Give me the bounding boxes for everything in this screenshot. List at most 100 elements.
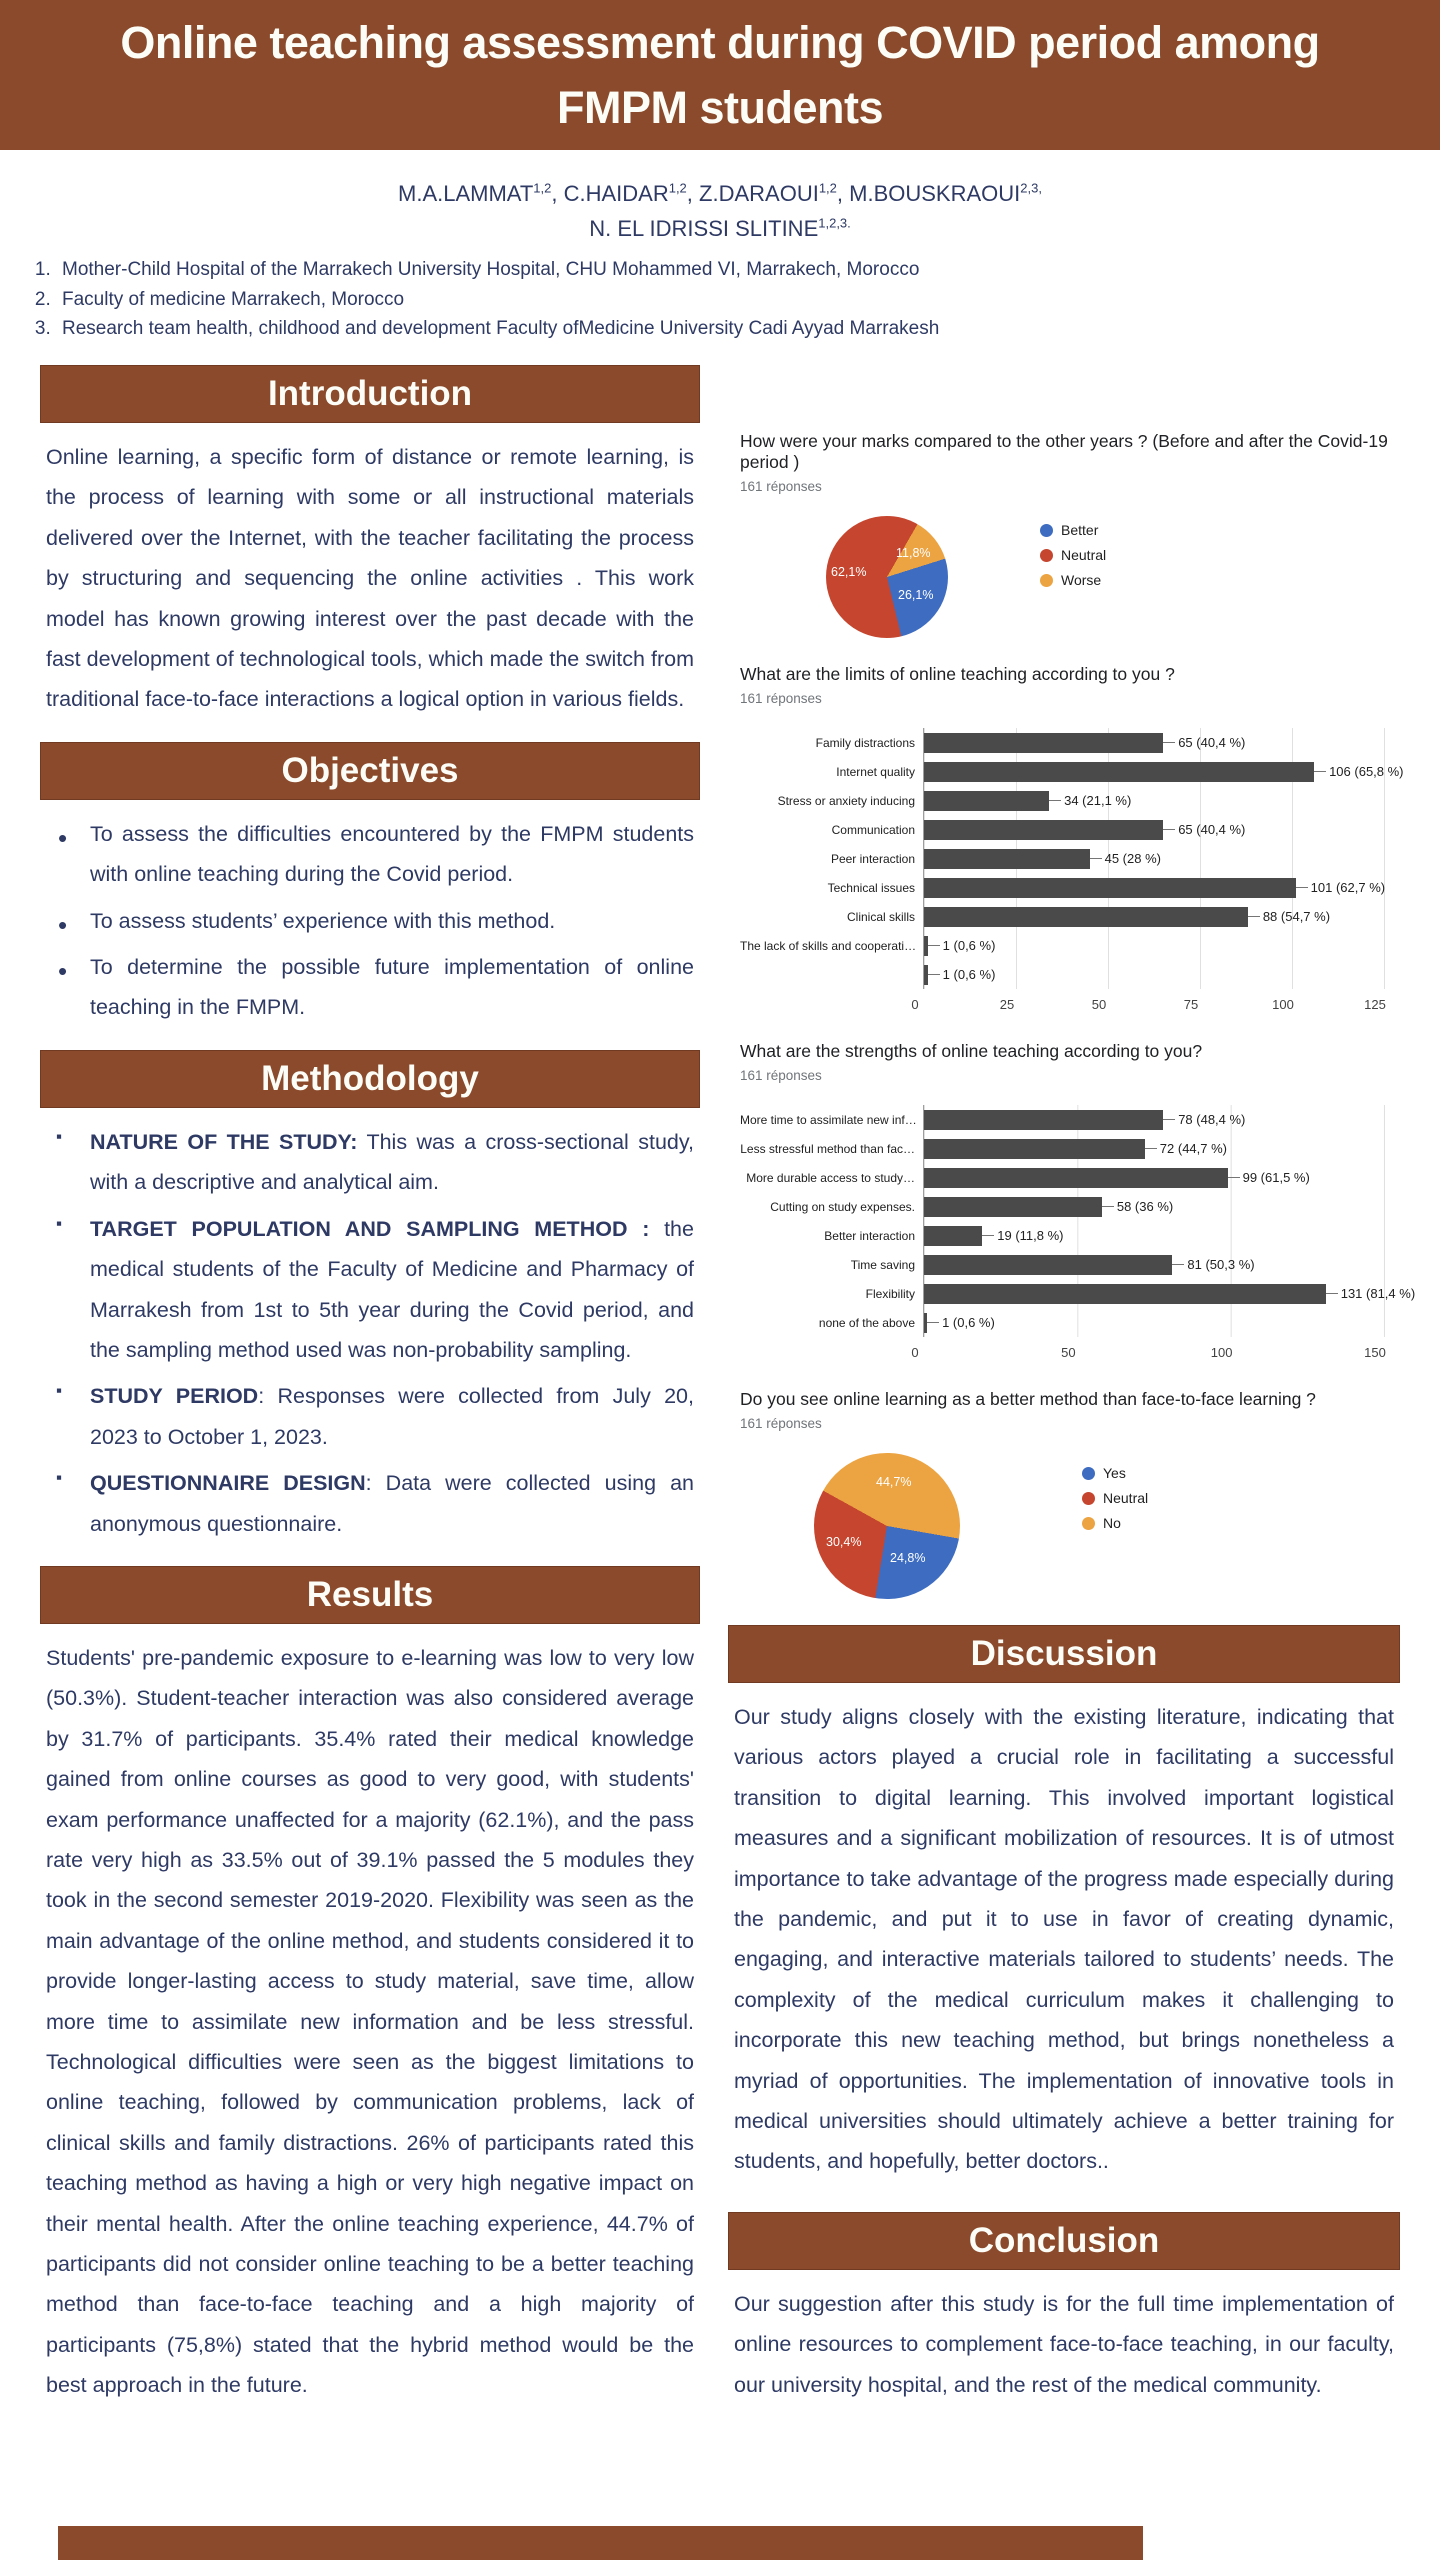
bar-value-label: 78 (48,4 %) [1163,1112,1245,1127]
methodology-item: TARGET POPULATION AND SAMPLING METHOD : … [54,1208,694,1371]
section-conclusion: Conclusion Our suggestion after this stu… [728,2211,1400,2405]
x-axis: 0 50 100 150 [911,1337,1385,1363]
bar [924,1196,1102,1217]
legend-color-dot-icon [1082,1491,1095,1505]
bar [924,1138,1145,1159]
bar-row: The lack of skills and cooperati… 1 (0,6 … [740,931,1400,961]
section-header-results: Results [40,1565,700,1624]
methodology-item: STUDY PERIOD: Responses were collected f… [54,1375,694,1457]
legend-color-dot-icon [1082,1516,1095,1530]
section-objectives: Objectives To assess the difficulties en… [40,741,700,1028]
x-axis: 0 25 50 75 100 125 [911,989,1385,1015]
pie-slice-label: 62,1% [831,565,867,580]
legend-color-dot-icon [1040,548,1053,562]
results-paragraph: Students' pre-pandemic exposure to e-lea… [46,1645,694,2398]
bar [924,877,1296,898]
bar-value-label: 131 (81,4 %) [1326,1286,1415,1301]
bar [924,732,1164,753]
bar [924,1225,983,1246]
pie-slice-label: 24,8% [890,1551,926,1566]
bar-row: Better interaction 19 (11,8 %) [740,1221,1400,1251]
bar [924,1312,928,1333]
authors-line-1: M.A.LAMMAT1,2, C.HAIDAR1,2, Z.DARAOUI1,2… [398,180,1042,206]
legend-item: Yes [1082,1465,1148,1481]
bar [924,964,928,985]
bar-row: Family distractions 65 (40,4 %) [740,728,1400,758]
chart-strengths-bar: What are the strengths of online teachin… [728,1041,1415,1363]
cutoff-section-band [58,2526,1143,2560]
bar-plot: Family distractions 65 (40,4 %) Internet … [740,728,1404,1015]
x-axis-tick: 125 [1364,997,1386,1013]
objective-item: To determine the possible future impleme… [54,947,694,1028]
bar [924,1254,1173,1275]
legend-item: Better [1040,522,1106,538]
bar-value-label: 1 (0,6 %) [928,967,996,982]
bar-value-label: 19 (11,8 %) [982,1228,1063,1243]
bar-row: Clinical skills 88 (54,7 %) [740,902,1400,932]
chart-responses-count: 161 réponses [740,691,822,707]
x-axis-tick: 75 [1183,997,1199,1013]
affiliation-item: Faculty of medicine Marrakech, Morocco [56,286,1440,314]
chart-title: Do you see online learning as a better m… [740,1389,1316,1410]
pie-slice-label: 26,1% [898,588,934,603]
authors-block: M.A.LAMMAT1,2, C.HAIDAR1,2, Z.DARAOUI1,2… [0,176,1440,246]
legend-item: Worse [1040,572,1106,588]
chart-title: What are the limits of online teaching a… [740,664,1175,685]
affiliation-item: Mother-Child Hospital of the Marrakech U… [56,256,1440,284]
section-header-methodology: Methodology [40,1049,700,1108]
objective-item: To assess students’ experience with this… [54,901,694,950]
methodology-item: NATURE OF THE STUDY: This was a cross-se… [54,1121,694,1203]
bar-value-label: 1 (0,6 %) [927,1315,995,1330]
page-title: Online teaching assessment during COVID … [120,16,1320,133]
legend-item: Neutral [1040,547,1106,563]
legend-color-dot-icon [1040,573,1053,587]
chart-legend: Better Neutral Worse [1040,522,1106,588]
bar-row: Peer interaction 45 (28 %) [740,844,1400,874]
bar-value-label: 65 (40,4 %) [1163,735,1245,750]
objective-item: To assess the difficulties encountered b… [54,814,694,895]
x-axis-tick: 0 [911,997,919,1013]
bar [924,761,1315,782]
section-introduction: Introduction Online learning, a specific… [40,365,700,720]
chart-responses-count: 161 réponses [740,479,822,495]
bar-row: Time saving 81 (50,3 %) [740,1250,1400,1280]
legend-item: Neutral [1082,1490,1148,1506]
x-axis-tick: 25 [999,997,1015,1013]
pie-slice-label: 30,4% [826,1535,862,1550]
x-axis-tick: 100 [1210,1345,1233,1361]
bar-value-label: 58 (36 %) [1102,1199,1173,1214]
x-axis-tick: 150 [1364,1345,1386,1361]
x-axis-tick: 0 [911,1345,919,1361]
bar-value-label: 88 (54,7 %) [1248,909,1330,924]
bar-row: More durable access to study… 99 (61,5 %) [740,1163,1400,1193]
bar [924,790,1050,811]
chart-title: How were your marks compared to the othe… [740,431,1388,473]
chart-responses-count: 161 réponses [740,1068,822,1084]
bar-row: More time to assimilate new inf… 78 (48,4… [740,1105,1400,1135]
bar-value-label: 65 (40,4 %) [1163,822,1245,837]
bar-value-label: 99 (61,5 %) [1228,1170,1310,1185]
section-header-introduction: Introduction [40,365,700,424]
x-axis-tick: 50 [1061,1345,1076,1361]
bar-value-label: 34 (21,1 %) [1049,793,1131,808]
bar [924,819,1164,840]
section-header-conclusion: Conclusion [728,2211,1400,2270]
left-column: Introduction Online learning, a specific… [40,365,700,2428]
affiliations-list: Mother-Child Hospital of the Marrakech U… [22,256,1440,343]
chart-limits-bar: What are the limits of online teaching a… [728,664,1404,1015]
methodology-list: NATURE OF THE STUDY: This was a cross-se… [40,1121,700,1544]
x-axis-tick: 50 [1091,997,1107,1013]
bar-row: Communication 65 (40,4 %) [740,815,1400,845]
bar-row: Flexibility 131 (81,4 %) [740,1279,1415,1309]
legend-item: No [1082,1515,1148,1531]
bar-row: Technical issues 101 (62,7 %) [740,873,1400,903]
chart-marks-pie: How were your marks compared to the othe… [728,431,1400,639]
section-methodology: Methodology NATURE OF THE STUDY: This wa… [40,1049,700,1544]
bar [924,1283,1326,1304]
methodology-item: QUESTIONNAIRE DESIGN: Data were collecte… [54,1462,694,1544]
pie-slice-label: 11,8% [896,546,931,561]
bar-row: Cutting on study expenses. 58 (36 %) [740,1192,1400,1222]
pie-chart: 44,7% 24,8% 30,4% [814,1453,960,1600]
affiliation-item: Research team health, childhood and deve… [56,315,1440,343]
